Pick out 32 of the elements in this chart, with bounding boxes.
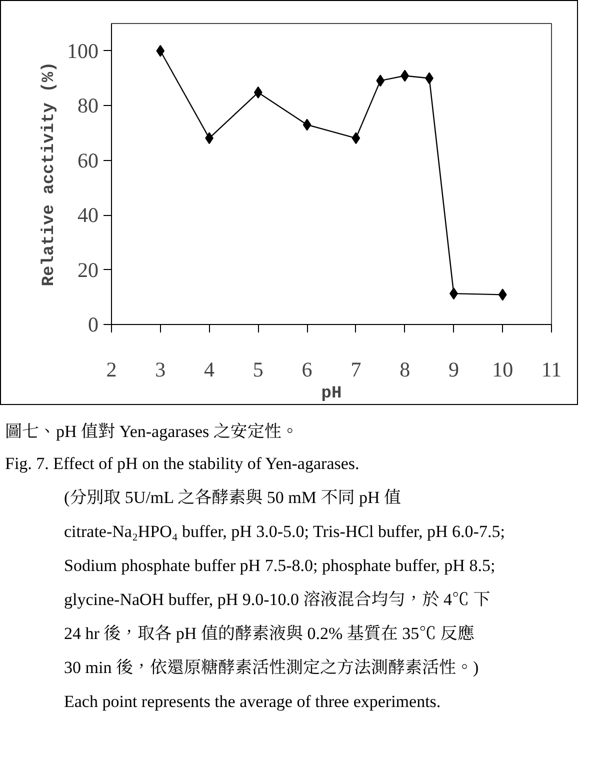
x-tick-label: 11 <box>541 358 562 382</box>
y-axis-title: Relative acctivity (%) <box>40 62 59 286</box>
x-tick-label: 6 <box>302 358 312 382</box>
text: (分別取 5U/mL 之各酵素與 50 mM 不同 pH 值 <box>64 487 402 509</box>
y-tick-label: 0 <box>88 312 98 336</box>
x-axis-title: pH <box>321 384 342 404</box>
text: Each point represents the average of three experiments. <box>64 691 442 713</box>
x-tick-label: 10 <box>492 358 514 382</box>
x-tick-label: 3 <box>155 358 166 382</box>
point <box>302 118 312 131</box>
text: glycine-NaOH buffer, pH 9.0-10.0 溶液混合均勻，於 4℃ 下 <box>64 589 492 611</box>
point <box>376 74 385 87</box>
y-tick-label: 60 <box>78 148 98 172</box>
text: citrate-Na₂HPO₄ buffer, pH 3.0-5.0; Tris-HCl buffer, pH 6.0-7.5; <box>64 521 505 543</box>
x-tick-label: 7 <box>350 358 362 382</box>
text: 30 min 後，依還原糖酵素活性測定之方法測酵素活性。) <box>64 657 480 679</box>
point <box>498 288 507 301</box>
y-tick-label: 40 <box>78 203 98 228</box>
point <box>156 44 165 57</box>
text: 24 hr 後，取各 pH 值的酵素液與 0.2% 基質在 35℃ 反應 <box>64 623 476 645</box>
text: Fig. 7. Effect of pH on the stability of Yen-agarases. <box>5 453 360 475</box>
point <box>352 132 360 144</box>
text: 圖七、pH 值對 Yen-agarases 之安定性。 <box>5 421 300 443</box>
y-tick-label: 20 <box>78 258 98 282</box>
y-tick-label: 80 <box>78 94 98 118</box>
text: Sodium phosphate buffer pH 7.5-8.0; phosphate buffer, pH 8.5; <box>64 555 496 577</box>
x-tick-label: 2 <box>106 358 117 382</box>
x-tick-label: 8 <box>400 358 410 382</box>
y-tick-label: 100 <box>67 38 98 63</box>
x-tick-label: 5 <box>252 358 264 382</box>
x-tick-label: 9 <box>448 358 459 382</box>
x-tick-label: 4 <box>204 358 216 382</box>
